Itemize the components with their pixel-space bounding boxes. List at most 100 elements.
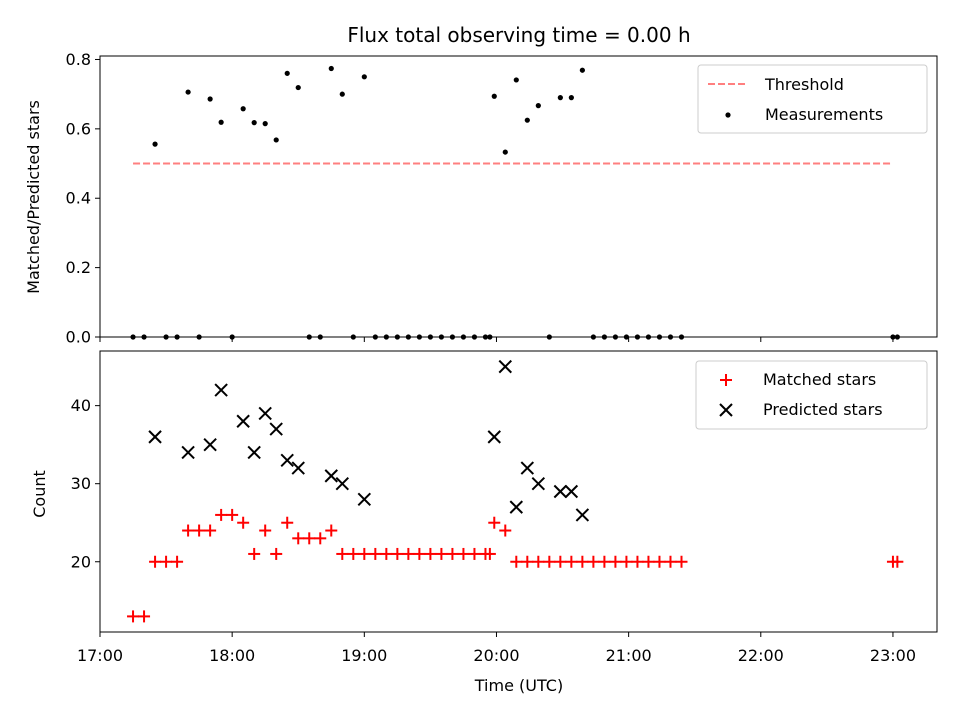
measurements-point [612, 334, 619, 340]
bottom-x-tick-label: 19:00 [341, 646, 387, 665]
bottom-x-tick-label: 20:00 [473, 646, 519, 665]
matched-stars-point [543, 555, 556, 568]
measurements-point [482, 334, 489, 340]
measurements-point [361, 74, 367, 80]
matched-stars-point [358, 547, 371, 560]
matched-stars-point [510, 555, 523, 568]
measurements-point [449, 334, 456, 340]
matched-stars-point [521, 555, 534, 568]
matched-stars-point [664, 555, 677, 568]
measurements-point [262, 121, 268, 127]
measurements-point [513, 77, 519, 83]
predicted-stars-point [247, 445, 261, 460]
measurements-point [240, 106, 246, 112]
predicted-stars-point [564, 484, 579, 499]
matched-stars-point [424, 547, 437, 560]
top-legend-box [697, 64, 928, 134]
measurements-point [557, 95, 563, 101]
matched-stars-point [565, 555, 578, 568]
predicted-stars-point [575, 508, 590, 522]
bottom-legend-box [695, 360, 928, 430]
matched-stars-point [587, 555, 600, 568]
predicted-stars-point [148, 430, 162, 444]
measurements-point [152, 141, 158, 147]
matched-stars-point [532, 555, 545, 568]
legend-measurements-swatch [725, 112, 731, 118]
measurements-point [383, 334, 389, 340]
measurements-point [579, 67, 585, 73]
matched-stars-point [642, 555, 655, 568]
bottom-legend: Matched stars Predicted stars [695, 360, 928, 430]
measurements-point [491, 93, 497, 99]
measurements-point [405, 334, 411, 340]
measurements-point [623, 334, 630, 340]
matched-stars-point [675, 555, 688, 568]
measurements-point [460, 334, 467, 340]
chart-title: Flux total observing time = 0.00 h [347, 23, 690, 47]
measurements-point [524, 117, 530, 123]
top-y-axis-label: Matched/Predicted stars [24, 100, 43, 294]
legend-predicted-label: Predicted stars [763, 400, 883, 419]
measurements-point [328, 65, 334, 72]
top-y-tick-label: 0.4 [66, 189, 91, 208]
predicted-stars-point [487, 430, 501, 444]
matched-stars-point [554, 555, 567, 568]
measurements-point [568, 95, 574, 101]
top-plot-area [99, 55, 938, 338]
measurements-point [667, 334, 674, 340]
matched-stars-point [499, 524, 512, 537]
measurements-point [339, 91, 345, 97]
measurements-point [317, 334, 323, 340]
bottom-x-tick-label: 22:00 [738, 646, 784, 665]
matched-stars-point [281, 516, 294, 529]
matched-stars-point [457, 547, 470, 560]
top-legend: Threshold Measurements [697, 64, 928, 134]
predicted-stars-point [498, 359, 512, 374]
measurements-point [890, 334, 896, 340]
predicted-stars-point [280, 453, 294, 467]
matched-stars-point [160, 555, 173, 568]
matched-stars-point [237, 516, 250, 529]
matched-stars-point [620, 555, 633, 568]
measurements-point [535, 103, 541, 109]
matched-stars-point [653, 555, 666, 568]
measurements-point [645, 334, 652, 340]
predicted-stars-point [258, 406, 272, 421]
matched-stars-point [127, 610, 140, 623]
legend-predicted-swatch [719, 403, 733, 417]
matched-stars-point [413, 547, 426, 560]
predicted-stars-point [357, 492, 372, 507]
matched-stars-point [598, 555, 611, 568]
top-y-tick-label: 0.8 [66, 50, 91, 69]
measurements-point [130, 334, 136, 340]
matched-stars-point [631, 555, 644, 568]
matched-stars-point [193, 524, 206, 537]
matched-stars-point [325, 524, 338, 537]
predicted-stars-point [335, 476, 349, 491]
bottom-x-tick-label: 21:00 [606, 646, 652, 665]
predicted-stars-point [203, 437, 217, 452]
measurements-point [306, 334, 312, 340]
matched-stars-point [435, 547, 448, 560]
predicted-stars-point [520, 461, 535, 475]
predicted-stars-point [509, 500, 524, 514]
measurements-point [438, 334, 445, 340]
legend-threshold-label: Threshold [764, 75, 844, 94]
bottom-panel: Count Time (UTC) 20 30 40 17:00 18:00 19:00 2… [30, 350, 938, 695]
bottom-marks [127, 359, 904, 623]
matched-stars-point [336, 547, 349, 560]
measurements-point [546, 334, 552, 340]
matched-stars-point [149, 555, 162, 568]
matched-stars-point [446, 547, 459, 560]
measurements-point [471, 334, 478, 340]
bottom-y-axis-label: Count [30, 470, 49, 518]
predicted-stars-point [324, 469, 338, 483]
matched-stars-point [303, 532, 316, 545]
bottom-x-tick-label: 18:00 [209, 646, 255, 665]
legend-measurements-label: Measurements [765, 105, 883, 124]
predicted-stars-point [236, 414, 250, 428]
matched-stars-point [215, 508, 228, 521]
matched-stars-point [468, 547, 481, 560]
measurements-point [427, 334, 433, 340]
